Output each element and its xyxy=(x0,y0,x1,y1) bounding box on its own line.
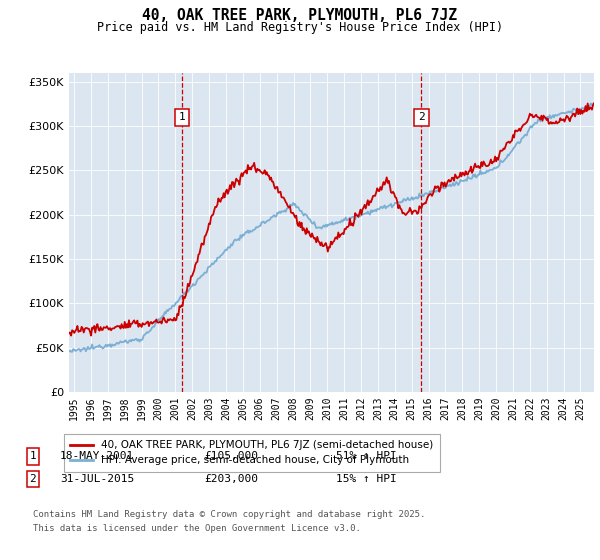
Text: 1: 1 xyxy=(178,113,185,123)
Text: 18-MAY-2001: 18-MAY-2001 xyxy=(60,451,134,461)
Text: This data is licensed under the Open Government Licence v3.0.: This data is licensed under the Open Gov… xyxy=(33,524,361,533)
Text: 2: 2 xyxy=(418,113,425,123)
Text: 51% ↑ HPI: 51% ↑ HPI xyxy=(336,451,397,461)
Text: Contains HM Land Registry data © Crown copyright and database right 2025.: Contains HM Land Registry data © Crown c… xyxy=(33,510,425,519)
Text: £203,000: £203,000 xyxy=(204,474,258,484)
Text: 15% ↑ HPI: 15% ↑ HPI xyxy=(336,474,397,484)
Text: 2: 2 xyxy=(29,474,37,484)
Text: 31-JUL-2015: 31-JUL-2015 xyxy=(60,474,134,484)
Text: 40, OAK TREE PARK, PLYMOUTH, PL6 7JZ: 40, OAK TREE PARK, PLYMOUTH, PL6 7JZ xyxy=(143,8,458,24)
Legend: 40, OAK TREE PARK, PLYMOUTH, PL6 7JZ (semi-detached house), HPI: Average price, : 40, OAK TREE PARK, PLYMOUTH, PL6 7JZ (se… xyxy=(64,434,440,472)
Text: £105,000: £105,000 xyxy=(204,451,258,461)
Text: 1: 1 xyxy=(29,451,37,461)
Text: Price paid vs. HM Land Registry's House Price Index (HPI): Price paid vs. HM Land Registry's House … xyxy=(97,21,503,34)
